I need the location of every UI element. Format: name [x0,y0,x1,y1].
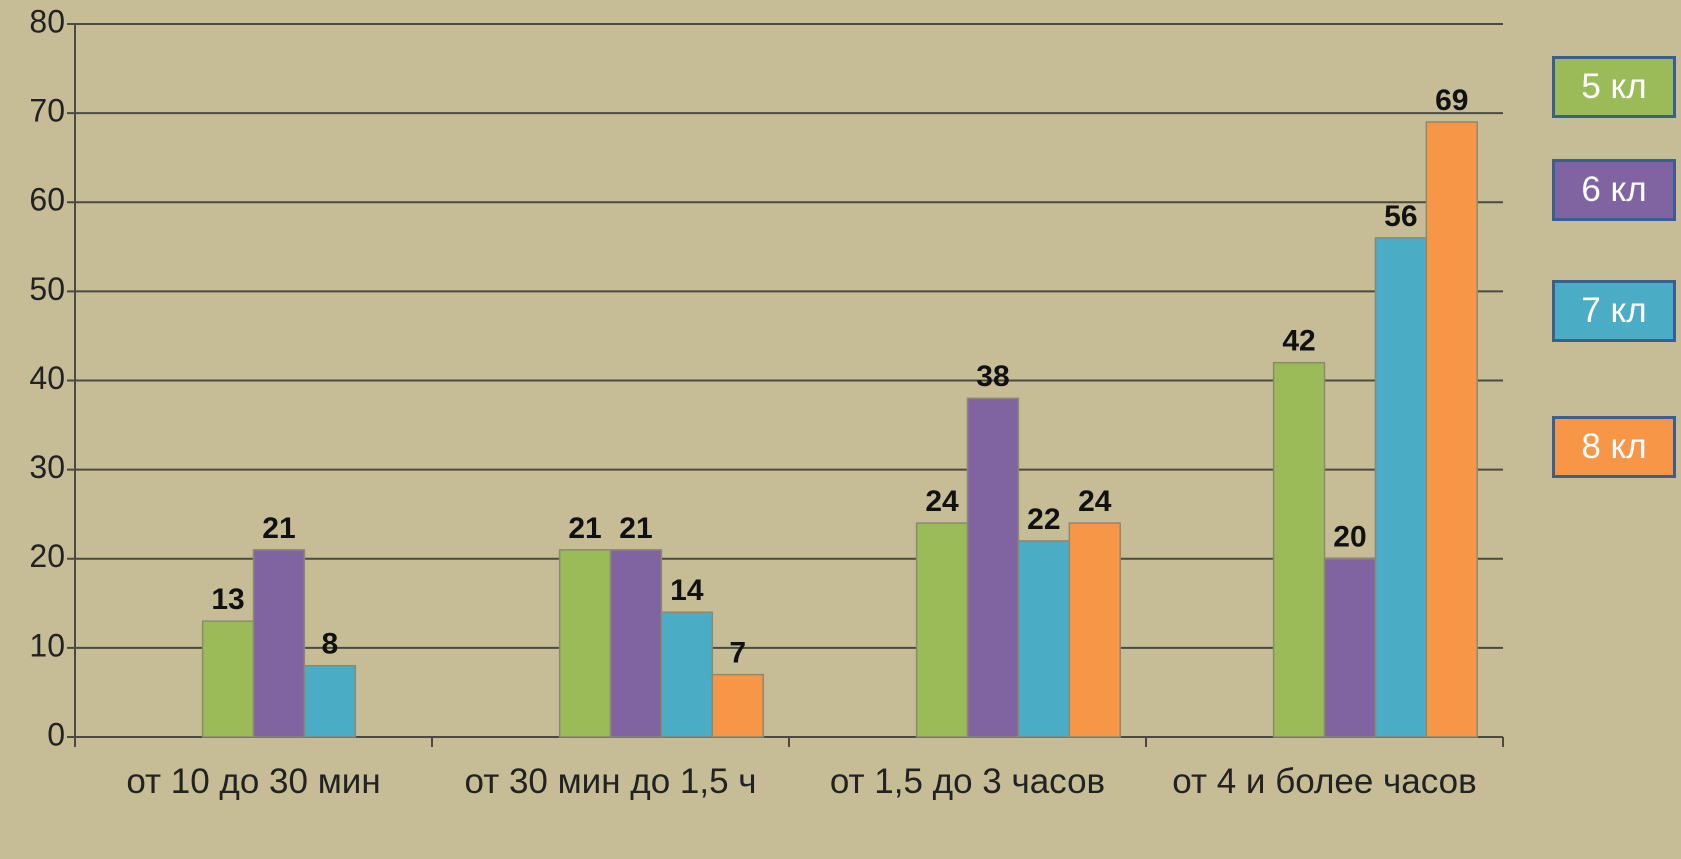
data-label: 56 [1384,200,1417,233]
y-tick-label: 20 [29,538,65,574]
data-label: 24 [925,485,959,518]
bar [1017,540,1071,738]
y-tick-label: 10 [29,627,65,663]
bar [1425,121,1478,738]
y-tick-label: 70 [29,93,65,129]
bar [660,611,714,738]
data-label: 69 [1435,84,1468,117]
data-label: 38 [976,360,1009,393]
data-label: 13 [211,583,244,616]
legend-entry: 8 кл [1552,416,1676,478]
bar [1323,558,1377,738]
bar [915,522,969,738]
bar [201,620,255,738]
y-tick-label: 80 [29,3,65,39]
data-label: 7 [729,637,746,670]
bar [1068,522,1121,738]
bar [303,664,357,738]
bar [1374,237,1428,738]
x-tick-label: от 10 до 30 мин [126,762,381,801]
x-tick-label: от 30 мин до 1,5 ч [464,762,757,801]
legend-entry: 5 кл [1552,56,1676,118]
legend-entry: 7 кл [1552,280,1676,342]
x-tick-label: от 4 и более часов [1172,762,1477,801]
bar [558,549,612,738]
data-label: 14 [670,574,704,607]
y-tick-label: 60 [29,182,65,218]
y-tick-label: 0 [47,716,65,752]
x-tick-label: от 1,5 до 3 часов [829,762,1106,801]
data-label: 24 [1078,485,1112,518]
legend-entry: 6 кл [1552,159,1676,221]
bar [966,397,1020,738]
data-label: 42 [1282,325,1315,358]
data-label: 20 [1333,521,1366,554]
bar [609,549,663,738]
bar [711,673,764,738]
data-label: 22 [1027,503,1060,536]
y-tick-label: 50 [29,271,65,307]
bar [1272,361,1326,738]
bar [252,549,306,738]
data-label: 21 [262,512,295,545]
y-tick-label: 30 [29,449,65,485]
data-label: 21 [568,512,601,545]
data-label: 8 [322,628,339,661]
data-label: 21 [619,512,652,545]
y-tick-label: 40 [29,360,65,396]
